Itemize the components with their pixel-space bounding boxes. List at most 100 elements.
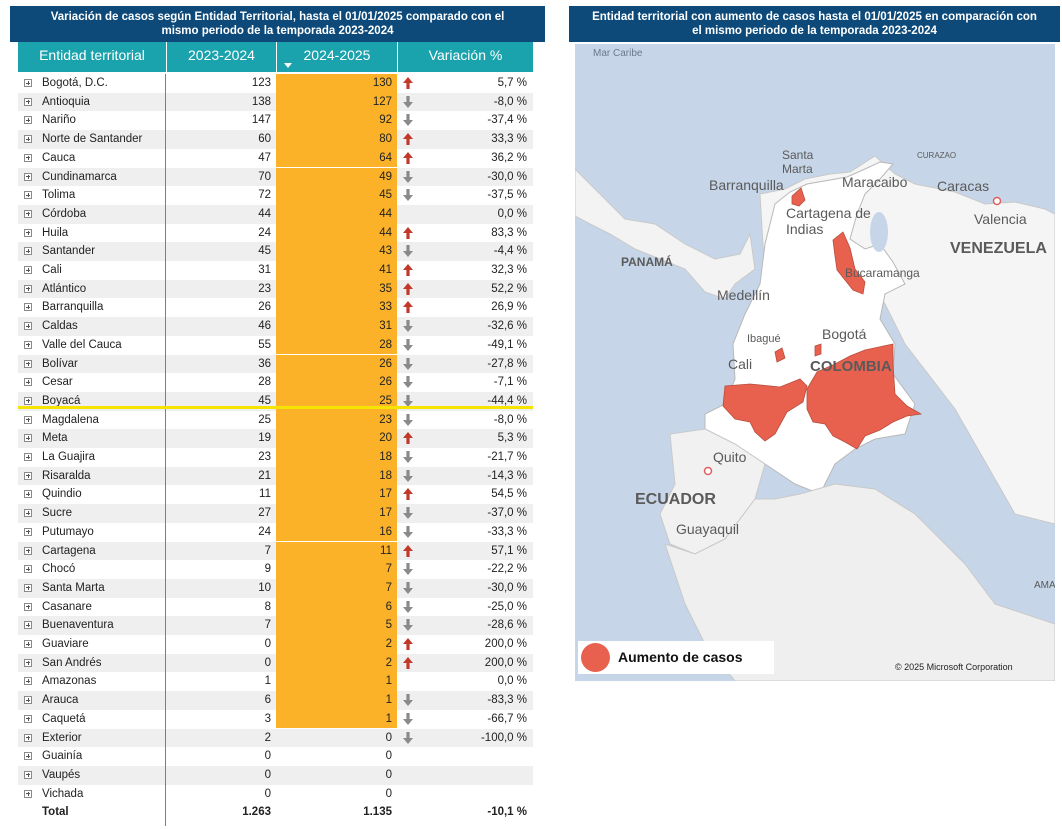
table-row[interactable]: Quindio 11 17 54,5 % bbox=[18, 485, 533, 505]
expand-icon[interactable] bbox=[24, 733, 32, 742]
column-header-entity[interactable]: Entidad territorial bbox=[39, 47, 145, 63]
expand-icon[interactable] bbox=[24, 621, 32, 630]
table-row[interactable]: Santa Marta 10 7 -30,0 % bbox=[18, 578, 533, 598]
table-row[interactable]: Atlántico 23 35 52,2 % bbox=[18, 279, 533, 299]
table-row[interactable]: Huila 24 44 83,3 % bbox=[18, 223, 533, 243]
table-row[interactable]: Bogotá, D.C. 123 130 5,7 % bbox=[18, 74, 533, 93]
entity-name: Meta bbox=[42, 432, 68, 445]
table-row[interactable]: Guaviare 0 2 200,0 % bbox=[18, 635, 533, 654]
table-row[interactable]: Santander 45 43 -4,4 % bbox=[18, 242, 533, 261]
table-row[interactable]: Cundinamarca 70 49 -30,0 % bbox=[18, 167, 533, 187]
entity-name: Córdoba bbox=[42, 207, 87, 220]
table-row[interactable]: Buenaventura 7 5 -28,6 % bbox=[18, 616, 533, 635]
expand-icon[interactable] bbox=[24, 696, 32, 705]
expand-icon[interactable] bbox=[24, 677, 32, 686]
table-row[interactable]: Exterior 2 0 -100,0 % bbox=[18, 728, 533, 748]
variation-percent: -28,6 % bbox=[487, 619, 527, 632]
table-row[interactable]: Barranquilla 26 33 26,9 % bbox=[18, 298, 533, 318]
expand-icon[interactable] bbox=[24, 303, 32, 312]
expand-icon[interactable] bbox=[24, 153, 32, 162]
expand-icon[interactable] bbox=[24, 378, 32, 387]
expand-icon[interactable] bbox=[24, 546, 32, 555]
expand-icon[interactable] bbox=[24, 266, 32, 274]
expand-icon[interactable] bbox=[24, 209, 32, 218]
expand-icon[interactable] bbox=[24, 490, 32, 499]
table-row[interactable]: Caquetá 3 1 -66,7 % bbox=[18, 709, 533, 729]
expand-icon[interactable] bbox=[24, 284, 32, 293]
expand-icon[interactable] bbox=[24, 565, 32, 574]
region-cauca-cali[interactable] bbox=[722, 378, 808, 442]
expand-icon[interactable] bbox=[24, 247, 32, 256]
expand-icon[interactable] bbox=[24, 752, 32, 761]
expand-icon[interactable] bbox=[24, 340, 32, 349]
expand-icon[interactable] bbox=[24, 714, 32, 723]
expand-icon[interactable] bbox=[24, 359, 32, 368]
expand-icon[interactable] bbox=[24, 509, 32, 518]
expand-icon[interactable] bbox=[24, 396, 32, 405]
expand-icon[interactable] bbox=[24, 434, 32, 443]
table-row[interactable]: La Guajira 23 18 -21,7 % bbox=[18, 448, 533, 467]
region-bogota[interactable] bbox=[814, 343, 822, 357]
region-norte-de-santander[interactable] bbox=[832, 231, 866, 295]
expand-icon[interactable] bbox=[24, 527, 32, 536]
table-row[interactable]: Nariño 147 92 -37,4 % bbox=[18, 111, 533, 131]
expand-icon[interactable] bbox=[24, 191, 32, 200]
expand-icon[interactable] bbox=[24, 228, 32, 237]
column-header-variation[interactable]: Variación % bbox=[428, 47, 503, 63]
table-row[interactable]: Norte de Santander 60 80 33,3 % bbox=[18, 130, 533, 149]
table-row[interactable]: Tolima 72 45 -37,5 % bbox=[18, 186, 533, 205]
table-row[interactable]: Cali 31 41 32,3 % bbox=[18, 261, 533, 280]
variation-percent: -37,4 % bbox=[487, 114, 527, 127]
table-row[interactable]: Sucre 27 17 -37,0 % bbox=[18, 504, 533, 523]
table-row[interactable]: Caldas 46 31 -32,6 % bbox=[18, 317, 533, 336]
table-row[interactable]: San Andrés 0 2 200,0 % bbox=[18, 653, 533, 673]
map-canvas[interactable]: Mar Caribe Santa Marta CURAZAO Barranqui… bbox=[575, 44, 1055, 681]
map-legend[interactable]: Aumento de casos bbox=[578, 641, 774, 674]
map-label-panama: PANAMÁ bbox=[621, 255, 673, 269]
expand-icon[interactable] bbox=[24, 583, 32, 592]
table-row[interactable]: Boyacá 45 25 -44,4 % bbox=[18, 391, 533, 411]
value-2023-2024: 147 bbox=[251, 114, 271, 127]
table-row[interactable]: Cartagena 7 11 57,1 % bbox=[18, 541, 533, 561]
expand-icon[interactable] bbox=[24, 135, 32, 144]
expand-icon[interactable] bbox=[24, 471, 32, 480]
table-row[interactable]: Chocó 9 7 -22,2 % bbox=[18, 560, 533, 579]
table-row[interactable]: Córdoba 44 44 0,0 % bbox=[18, 204, 533, 224]
expand-icon[interactable] bbox=[24, 322, 32, 331]
table-row[interactable]: Antioquia 138 127 -8,0 % bbox=[18, 92, 533, 112]
region-guaviare-huila[interactable] bbox=[806, 343, 923, 450]
table-row[interactable]: Magdalena 25 23 -8,0 % bbox=[18, 410, 533, 430]
expand-icon[interactable] bbox=[24, 602, 32, 611]
expand-icon[interactable] bbox=[24, 97, 32, 106]
table-row[interactable]: Guainía 0 0 bbox=[18, 747, 533, 766]
table-row[interactable]: Meta 19 20 5,3 % bbox=[18, 429, 533, 448]
table-row[interactable]: Bolívar 36 26 -27,8 % bbox=[18, 354, 533, 374]
expand-icon[interactable] bbox=[24, 789, 32, 798]
table-row[interactable]: Valle del Cauca 55 28 -49,1 % bbox=[18, 335, 533, 355]
region-quindio[interactable] bbox=[774, 347, 786, 363]
table-row[interactable]: Casanare 8 6 -25,0 % bbox=[18, 597, 533, 617]
column-header-2023-2024[interactable]: 2023-2024 bbox=[188, 47, 255, 63]
expand-icon[interactable] bbox=[24, 770, 32, 779]
table-row[interactable]: Cesar 28 26 -7,1 % bbox=[18, 373, 533, 392]
expand-icon[interactable] bbox=[24, 658, 32, 667]
expand-icon[interactable] bbox=[24, 453, 32, 461]
table-row[interactable]: Vichada 0 0 bbox=[18, 785, 533, 804]
expand-icon[interactable] bbox=[24, 640, 32, 648]
table-row[interactable]: Amazonas 1 1 0,0 % bbox=[18, 672, 533, 692]
region-barranquilla-atlantico[interactable] bbox=[791, 187, 806, 207]
arrow-up-icon bbox=[401, 151, 415, 165]
expand-icon[interactable] bbox=[24, 172, 32, 181]
entity-name: Bolívar bbox=[42, 357, 78, 370]
table-row[interactable]: Arauca 6 1 -83,3 % bbox=[18, 691, 533, 710]
expand-icon[interactable] bbox=[24, 415, 32, 424]
table-row[interactable]: Risaralda 21 18 -14,3 % bbox=[18, 466, 533, 486]
entity-name: Cesar bbox=[42, 376, 73, 389]
column-header-2024-2025[interactable]: 2024-2025 bbox=[303, 47, 371, 63]
expand-icon[interactable] bbox=[24, 79, 32, 87]
table-row[interactable]: Vaupés 0 0 bbox=[18, 765, 533, 785]
table-row[interactable]: Cauca 47 64 36,2 % bbox=[18, 148, 533, 168]
table-row[interactable]: Putumayo 24 16 -33,3 % bbox=[18, 522, 533, 542]
sort-descending-icon[interactable] bbox=[284, 63, 292, 68]
expand-icon[interactable] bbox=[24, 116, 32, 125]
